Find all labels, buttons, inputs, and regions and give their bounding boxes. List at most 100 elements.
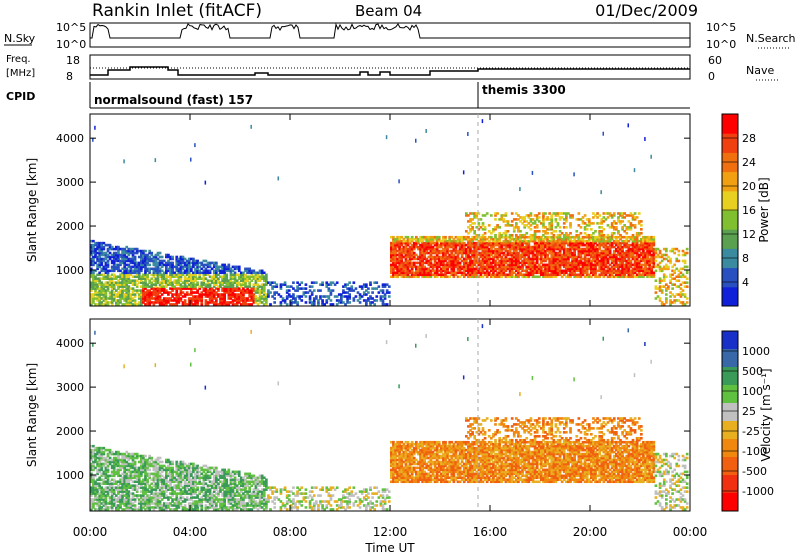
heatmap-cell [162, 271, 166, 275]
heatmap-cell [600, 255, 604, 259]
heatmap-cell [671, 247, 674, 251]
heatmap-cell [354, 287, 358, 290]
heatmap-cell [444, 271, 447, 275]
heatmap-cell [227, 297, 231, 300]
heatmap-cell [596, 253, 599, 257]
heatmap-cell [398, 265, 402, 269]
heatmap-cell [179, 275, 183, 279]
heatmap-cell [429, 239, 433, 243]
heatmap-cell [94, 454, 97, 458]
heatmap-cell [167, 269, 170, 273]
heatmap-cell [517, 251, 520, 255]
heatmap-cell [429, 235, 433, 239]
heatmap-cell [104, 265, 108, 269]
heatmap-cell [302, 287, 306, 290]
heatmap-cell [460, 241, 464, 245]
heatmap-cell [556, 241, 560, 245]
heatmap-cell [358, 293, 362, 296]
heatmap-cell [365, 293, 368, 296]
heatmap-cell [579, 226, 583, 229]
heatmap-cell [192, 299, 195, 302]
heatmap-cell [106, 476, 110, 480]
heatmap-cell [398, 261, 402, 265]
heatmap-cell [512, 218, 516, 221]
heatmap-cell [479, 269, 483, 273]
heatmap-cell [577, 273, 581, 277]
heatmap-cell [242, 299, 245, 302]
heatmap-cell [471, 259, 474, 263]
heatmap-cell [225, 269, 229, 273]
heatmap-cell [477, 218, 481, 221]
heatmap-cell [683, 253, 687, 257]
heatmap-cell [504, 231, 508, 235]
heatmap-cell [679, 275, 683, 279]
heatmap-cell [535, 251, 539, 255]
heatmap-cell [104, 476, 108, 480]
heatmap-cell [577, 247, 581, 251]
heatmap-cell [662, 267, 666, 271]
heatmap-cell [173, 303, 177, 306]
heatmap-cell [158, 275, 162, 279]
heatmap-cell [412, 237, 416, 241]
heatmap-cell [621, 267, 624, 271]
heatmap-cell [142, 299, 145, 302]
heatmap-cell [633, 267, 637, 271]
heatmap-cell [412, 275, 416, 279]
heatmap-cell [117, 251, 120, 255]
heatmap-cell [602, 275, 606, 279]
heatmap-cell [625, 214, 629, 217]
heatmap-cell [94, 241, 97, 245]
heatmap-cell [679, 267, 683, 271]
heatmap-cell [598, 255, 602, 259]
heatmap-cell [177, 275, 181, 279]
heatmap-cell [402, 251, 406, 255]
heatmap-cell [285, 285, 289, 288]
heatmap-cell [515, 275, 518, 279]
heatmap-cell [104, 297, 108, 300]
heatmap-cell [333, 295, 337, 298]
heatmap-cell [567, 255, 570, 259]
heatmap-cell [504, 237, 508, 241]
heatmap-cell [142, 251, 145, 255]
heatmap-cell [362, 293, 366, 296]
heatmap-cell [210, 277, 214, 281]
heatmap-cell [273, 293, 277, 296]
heatmap-cell [644, 269, 647, 273]
heatmap-cell [98, 259, 102, 263]
heatmap-cell [512, 255, 516, 259]
heatmap-cell [158, 283, 162, 286]
heatmap-cell [433, 257, 437, 261]
heatmap-cell [498, 241, 502, 245]
heatmap-cell [669, 291, 672, 294]
heatmap-cell [571, 267, 574, 271]
heatmap-cell [171, 283, 174, 286]
heatmap-cell [448, 271, 452, 275]
heatmap-cell [408, 257, 412, 261]
heatmap-cell [525, 247, 529, 251]
heatmap-cell [660, 267, 664, 271]
heatmap-cell [685, 297, 689, 300]
heatmap-cell [90, 273, 93, 277]
heatmap-cell [106, 277, 110, 281]
heatmap-cell [627, 226, 631, 229]
heatmap-cell [440, 263, 443, 267]
heatmap-cell [165, 271, 168, 275]
heatmap-cell [296, 285, 299, 288]
heatmap-cell [208, 279, 212, 282]
heatmap-cell [558, 259, 562, 263]
heatmap-cell [206, 271, 210, 275]
heatmap-cell [485, 251, 489, 255]
heatmap-cell [96, 265, 99, 269]
heatmap-cell [142, 301, 145, 304]
heatmap-cell [444, 255, 447, 259]
heatmap-cell [604, 257, 608, 261]
heatmap-cell [650, 271, 654, 275]
heatmap-cell [183, 283, 187, 286]
heatmap-cell [533, 261, 537, 265]
heatmap-cell [198, 275, 202, 279]
heatmap-cell [437, 265, 441, 269]
heatmap-cell [502, 251, 506, 255]
heatmap-cell [212, 301, 216, 304]
heatmap-cell [596, 263, 599, 267]
heatmap-cell [585, 233, 589, 237]
